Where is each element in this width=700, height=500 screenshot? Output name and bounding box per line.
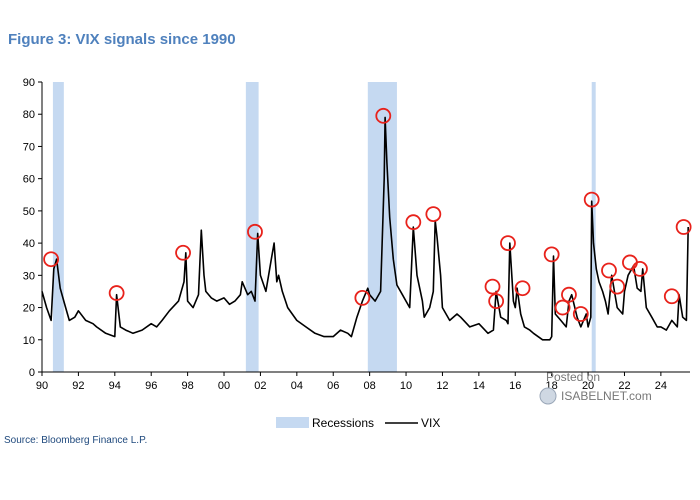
signal-circle [247, 223, 263, 240]
recession-band [52, 82, 64, 372]
figure-title: Figure 3: VIX signals since 1990 [8, 31, 236, 48]
y-tick-label: 80 [23, 109, 35, 121]
signal-circle [484, 278, 501, 295]
signal-circle [675, 219, 692, 235]
signal-circle [622, 254, 638, 271]
signal-circle [488, 293, 505, 310]
signal-circle [354, 289, 371, 306]
x-tick-label: 10 [400, 380, 412, 392]
signal-circle [514, 280, 531, 297]
recession-band [245, 82, 259, 372]
signal-circle [425, 206, 442, 223]
signal-circle [583, 191, 600, 208]
x-tick-label: 14 [473, 380, 485, 392]
y-tick-label: 50 [23, 206, 35, 218]
signal-circle [175, 244, 191, 261]
x-tick-label: 22 [618, 380, 630, 392]
source-note: Source: Bloomberg Finance L.P. [4, 435, 148, 446]
x-tick-label: 94 [109, 380, 121, 392]
watermark-logo-icon [539, 387, 557, 405]
x-tick-label: 00 [218, 380, 230, 392]
signal-markers [43, 107, 692, 322]
x-tick-label: 16 [509, 380, 521, 392]
recession-band [591, 82, 596, 372]
y-tick-label: 70 [23, 141, 35, 153]
signal-circle [609, 278, 626, 295]
legend-label-vix: VIX [421, 416, 440, 430]
vix-series-line [41, 116, 689, 341]
x-tick-label: 02 [254, 380, 266, 392]
signal-circle [43, 251, 60, 268]
y-tick-label: 30 [23, 270, 35, 282]
watermark-site-text: ISABELNET.com [561, 389, 652, 403]
y-ticks: 0 10 20 30 40 50 60 70 80 90 [23, 77, 42, 379]
signal-circle [554, 299, 571, 316]
x-tick-label: 90 [36, 380, 48, 392]
x-tick-label: 06 [327, 380, 339, 392]
watermark-posted-text: Posted on [546, 370, 600, 384]
y-tick-label: 20 [23, 303, 35, 315]
legend-label-recessions: Recessions [312, 416, 374, 430]
x-ticks: 90 92 94 96 98 00 02 04 06 08 10 12 14 16 18 20 22 24 [36, 372, 667, 392]
signal-circle [632, 260, 648, 277]
x-tick-label: 04 [291, 380, 303, 392]
axes [41, 82, 690, 373]
x-tick-label: 92 [72, 380, 84, 392]
y-tick-label: 0 [29, 367, 35, 379]
signal-circle [375, 107, 392, 124]
signal-circle [500, 235, 516, 252]
signal-circle [405, 214, 422, 231]
x-tick-label: 24 [655, 380, 667, 392]
signal-circle [572, 306, 589, 322]
x-tick-label: 96 [145, 380, 157, 392]
signal-circle [601, 262, 617, 279]
legend: Recessions VIX [276, 416, 440, 430]
x-tick-label: 98 [181, 380, 193, 392]
watermark: Posted on ISABELNET.com [539, 370, 652, 405]
y-tick-label: 90 [23, 77, 35, 89]
legend-swatch-recessions [276, 417, 309, 428]
y-tick-label: 10 [23, 335, 35, 347]
x-tick-label: 12 [436, 380, 448, 392]
signal-circle [561, 286, 577, 303]
x-tick-label: 08 [364, 380, 376, 392]
signal-circle [108, 285, 125, 301]
x-tick-label: 20 [582, 380, 594, 392]
y-tick-label: 40 [23, 238, 35, 250]
y-tick-label: 60 [23, 174, 35, 186]
signal-circle [543, 246, 560, 263]
signal-circle [663, 288, 680, 305]
recession-bands [52, 82, 596, 372]
